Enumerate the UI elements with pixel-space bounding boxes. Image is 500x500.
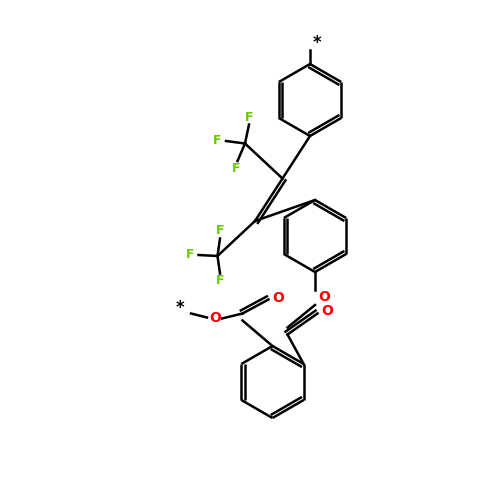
Text: F: F [216, 274, 224, 287]
Text: O: O [209, 312, 221, 326]
Text: *: * [176, 300, 184, 318]
Text: O: O [322, 304, 334, 318]
Text: *: * [313, 34, 322, 52]
Text: F: F [245, 111, 254, 124]
Text: F: F [232, 162, 240, 175]
Text: O: O [272, 292, 284, 306]
Text: F: F [214, 134, 222, 147]
Text: F: F [216, 224, 224, 237]
Text: O: O [318, 290, 330, 304]
Text: F: F [186, 248, 194, 262]
